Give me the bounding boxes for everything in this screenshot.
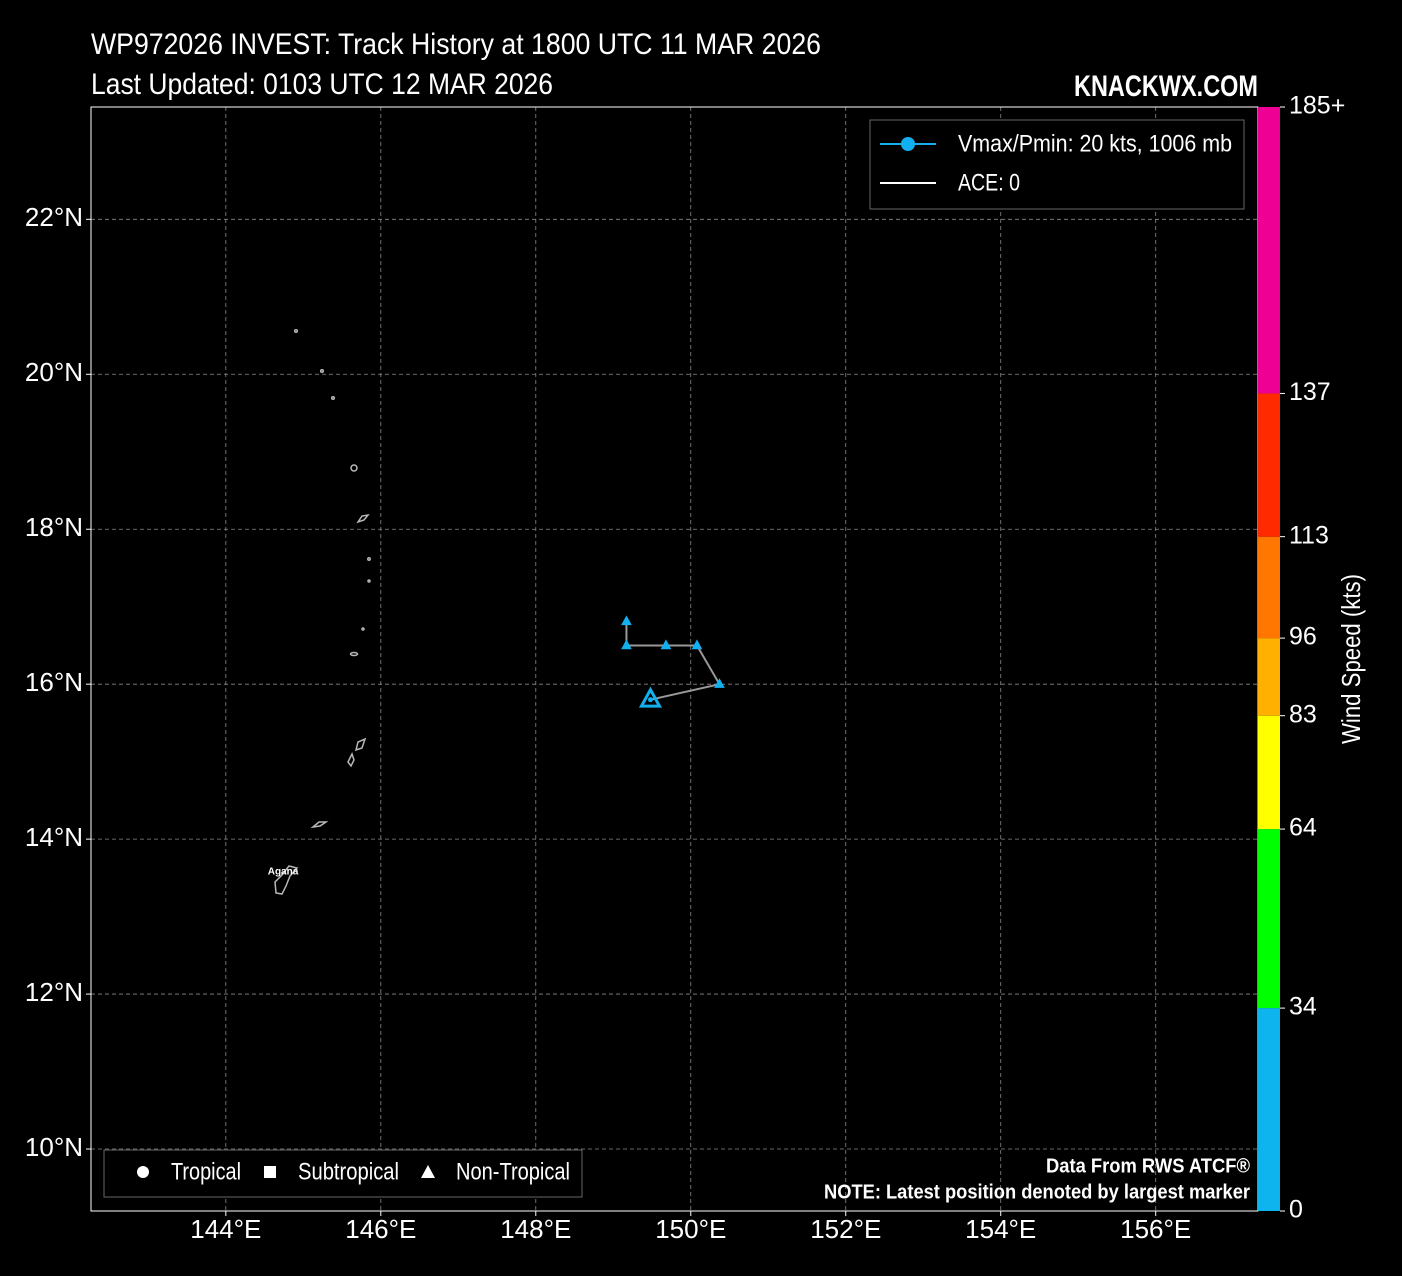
y-tick-label: 14°N bbox=[25, 822, 83, 852]
y-tick-label: 18°N bbox=[25, 512, 83, 542]
colorbar-tick-label: 83 bbox=[1289, 700, 1317, 728]
y-tick-label: 22°N bbox=[25, 202, 83, 232]
legend-label: Vmax/Pmin: 20 kts, 1006 mb bbox=[958, 130, 1232, 157]
colorbar-segment bbox=[1258, 715, 1280, 830]
colorbar-tick-label: 64 bbox=[1289, 814, 1317, 842]
plot-frame bbox=[90, 106, 1259, 1212]
colorbar-segment bbox=[1258, 638, 1280, 716]
x-tick-label: 146°E bbox=[345, 1214, 416, 1244]
brand: KNACKWX.COM bbox=[1074, 70, 1258, 103]
colorbar-tick-label: 34 bbox=[1289, 993, 1317, 1021]
legend-box bbox=[103, 1149, 583, 1198]
island bbox=[356, 513, 370, 524]
island bbox=[354, 737, 367, 752]
track-line bbox=[625, 621, 721, 701]
legend-marker bbox=[137, 1166, 149, 1178]
legend-marker bbox=[421, 1165, 435, 1178]
legend-label: Non-Tropical bbox=[456, 1158, 570, 1185]
colorbar-segment bbox=[1258, 107, 1280, 394]
track-point-center bbox=[647, 697, 653, 703]
island bbox=[274, 865, 299, 895]
x-tick-label: 150°E bbox=[655, 1214, 726, 1244]
marker-legend: Tropical Subtropical Non-Tropical bbox=[103, 1149, 583, 1198]
y-tick-label: 16°N bbox=[25, 667, 83, 697]
island bbox=[319, 368, 325, 374]
colorbar-tick-label: 137 bbox=[1289, 378, 1331, 406]
island bbox=[367, 579, 371, 583]
track-point bbox=[691, 639, 703, 650]
note: Data From RWS ATCF® bbox=[1046, 1155, 1250, 1177]
colorbar-tick-label: 113 bbox=[1289, 521, 1329, 549]
track-point bbox=[638, 686, 663, 708]
place-label: Agana bbox=[268, 867, 299, 878]
x-tick-label: 148°E bbox=[500, 1214, 571, 1244]
x-tick-label: 152°E bbox=[810, 1214, 881, 1244]
track-point bbox=[621, 639, 632, 650]
legend-label: Tropical bbox=[171, 1158, 241, 1185]
island bbox=[293, 328, 299, 334]
legend-marker bbox=[264, 1166, 276, 1178]
colorbar-segment bbox=[1258, 829, 1280, 1009]
island bbox=[347, 752, 355, 768]
colorbar-tick-label: 0 bbox=[1289, 1196, 1303, 1224]
x-tick-label: 144°E bbox=[190, 1214, 261, 1244]
track-point bbox=[621, 615, 632, 626]
legend-label: ACE: 0 bbox=[958, 169, 1020, 196]
track-point bbox=[714, 678, 725, 688]
island bbox=[349, 651, 359, 657]
x-tick-label: 156°E bbox=[1120, 1214, 1191, 1244]
note: NOTE: Latest position denoted by largest… bbox=[824, 1181, 1250, 1203]
y-tick-label: 10°N bbox=[25, 1132, 83, 1162]
colorbar-segment bbox=[1258, 536, 1280, 639]
colorbar-segment bbox=[1258, 393, 1280, 537]
chart-subtitle: Last Updated: 0103 UTC 12 MAR 2026 bbox=[91, 68, 553, 101]
legend-marker bbox=[901, 137, 915, 151]
legend: Vmax/Pmin: 20 kts, 1006 mb ACE: 0 bbox=[869, 119, 1245, 210]
track-point bbox=[660, 639, 672, 650]
legend-label: Subtropical bbox=[298, 1158, 399, 1185]
island bbox=[350, 464, 358, 472]
y-tick-label: 12°N bbox=[25, 977, 83, 1007]
colorbar-segment bbox=[1258, 1008, 1280, 1211]
island bbox=[310, 821, 329, 829]
islands bbox=[274, 328, 371, 895]
colorbar-label: Wind Speed (kts) bbox=[1336, 574, 1366, 744]
colorbar-tick-label: 185+ bbox=[1289, 92, 1345, 120]
island bbox=[367, 557, 371, 561]
legend-box bbox=[869, 119, 1245, 210]
x-tick-label: 154°E bbox=[965, 1214, 1036, 1244]
island bbox=[330, 395, 336, 401]
chart-title: WP972026 INVEST: Track History at 1800 U… bbox=[91, 28, 821, 61]
y-tick-label: 20°N bbox=[25, 357, 83, 387]
island bbox=[361, 627, 365, 631]
colorbar-tick-label: 96 bbox=[1289, 623, 1317, 651]
